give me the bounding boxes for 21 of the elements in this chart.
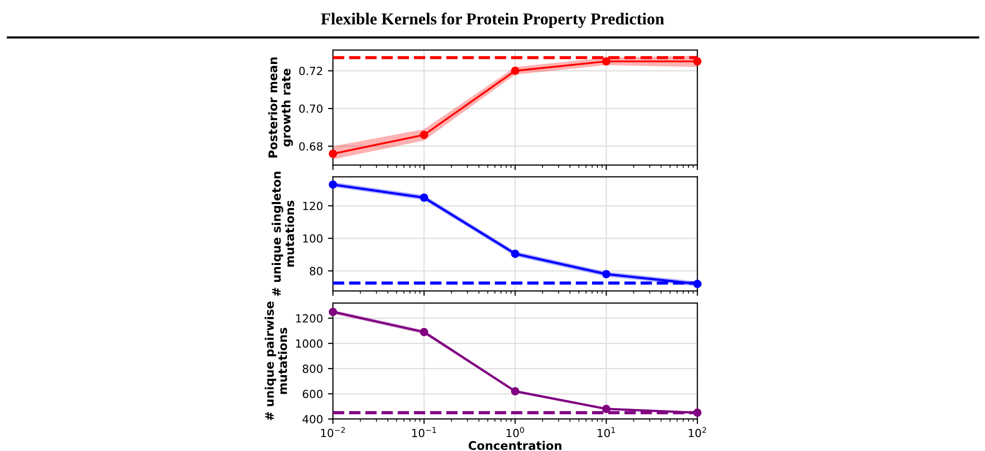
y-tick-label: 0.68 (299, 142, 322, 151)
y-axis-title: # unique pairwise mutations (264, 302, 288, 420)
y-tick-label: 120 (303, 202, 322, 210)
x-tick-label: 10$^{−1}$ (412, 427, 436, 438)
y-tick-label: 0.72 (299, 66, 322, 76)
y-tick-label: 600 (302, 390, 322, 398)
y-tick-label: 1000 (296, 339, 322, 348)
y-axis-title: Posterior mean growth rate (268, 57, 293, 158)
y-tick-label: 400 (302, 414, 322, 424)
y-axis-title: # unique singleton mutations (272, 172, 294, 296)
chart-title: Flexible Kernels for Protein Property Prediction (320, 12, 664, 28)
y-tick-label: 0.70 (299, 104, 322, 113)
y-tick-label: 100 (303, 234, 322, 243)
y-tick-label: 80 (310, 266, 322, 276)
x-tick-label: 10$^{0}$ (506, 427, 524, 438)
x-tick-label: 10$^{1}$ (598, 427, 615, 438)
x-tick-label: 10$^{2}$ (688, 427, 706, 438)
y-tick-label: 800 (302, 364, 322, 373)
x-axis-title: Concentration (468, 440, 562, 450)
y-tick-label: 1200 (296, 314, 322, 323)
x-tick-label: 10$^{−2}$ (321, 427, 345, 438)
